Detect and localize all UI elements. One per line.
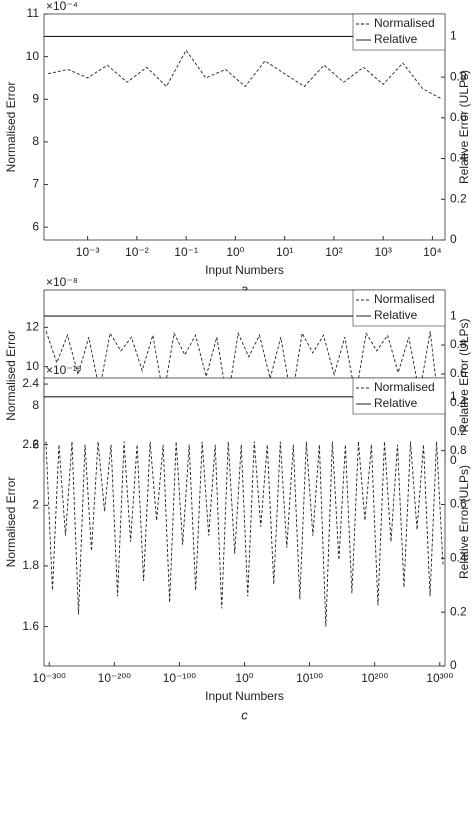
y2-axis-label: Relative Error (ULPs) — [457, 465, 471, 579]
y-tick-label: 6 — [32, 219, 39, 233]
y2-tick-label: 0.8 — [450, 69, 467, 83]
legend-label: Relative — [374, 308, 418, 322]
legend-label: Relative — [374, 396, 418, 410]
y-tick-label: 10 — [26, 49, 40, 63]
y2-tick-label: 0.8 — [450, 337, 467, 351]
y-tick-label: 11 — [27, 6, 40, 20]
y-tick-label: 8 — [32, 398, 39, 412]
x-tick-label: 10⁴ — [423, 245, 442, 259]
x-axis-label: Input Numbers — [205, 689, 284, 703]
x-tick-label: 10⁻²⁰⁰ — [98, 671, 131, 685]
x-tick-label: 10⁻¹⁰⁰ — [163, 671, 196, 685]
legend-label: Normalised — [374, 292, 435, 306]
x-tick-label: 10⁰ — [226, 245, 244, 259]
y2-tick-label: 0.2 — [450, 191, 467, 205]
caption: a — [241, 281, 248, 296]
x-tick-label: 10⁻² — [125, 245, 149, 259]
y-axis-label: Normalised Error — [4, 477, 18, 568]
series-line — [48, 49, 443, 100]
legend-box — [352, 13, 446, 51]
y-tick-label: 2.2 — [22, 437, 39, 451]
y-axis-label: Normalised Error — [4, 82, 18, 173]
y2-tick-label: 1 — [450, 29, 457, 43]
x-tick-label: 10⁰ — [235, 671, 253, 685]
y2-tick-label: 0 — [450, 232, 457, 246]
series-line — [45, 331, 442, 424]
plot-area — [43, 13, 446, 241]
legend-label: Relative — [374, 32, 418, 46]
y-tick-label: 10 — [26, 359, 40, 373]
x-tick-label: 10⁻³ — [76, 245, 100, 259]
y2-axis-label: Relative Error (ULPs) — [457, 70, 471, 184]
y2-tick-label: 0.6 — [450, 366, 467, 380]
x-tick-label: 10¹⁰⁰ — [296, 671, 323, 685]
y2-tick-label: 0.2 — [450, 424, 467, 438]
caption: c — [241, 707, 248, 722]
y2-tick-label: 0.4 — [450, 151, 467, 165]
y2-tick-label: 1 — [450, 308, 457, 322]
y-tick-label: 2.4 — [22, 376, 39, 390]
y2-tick-label: 0.2 — [450, 604, 467, 618]
y2-tick-label: 1 — [450, 389, 457, 403]
y-tick-label: 7 — [32, 177, 39, 191]
y-tick-label: 2 — [32, 497, 39, 511]
y2-tick-label: 0.4 — [450, 395, 467, 409]
series-line — [45, 441, 444, 627]
x-tick-label: 10²⁰⁰ — [361, 671, 388, 685]
x-tick-label: 10⁻³⁰⁰ — [33, 671, 66, 685]
y-multiplier: ×10⁻⁴ — [46, 0, 78, 13]
x-tick-label: 10¹ — [276, 245, 293, 259]
y2-tick-label: 0.6 — [450, 110, 467, 124]
y-multiplier: ×10⁻¹⁶ — [46, 363, 82, 377]
y2-axis-label: Relative Error (ULPs) — [457, 318, 471, 432]
legend-box — [352, 289, 446, 327]
y2-tick-label: 0 — [450, 453, 457, 467]
y2-tick-label: 0 — [450, 658, 457, 672]
legend-box — [352, 377, 446, 415]
y2-tick-label: 0.8 — [450, 443, 467, 457]
x-tick-label: 10² — [325, 245, 342, 259]
x-tick-label: 10³ — [374, 245, 391, 259]
x-tick-label: 10³⁰⁰ — [426, 671, 453, 685]
y-axis-label: Normalised Error — [4, 330, 18, 421]
y-tick-label: 6 — [32, 437, 39, 451]
y-tick-label: 12 — [26, 320, 40, 334]
y-tick-label: 1.6 — [22, 619, 39, 633]
y2-tick-label: 0.4 — [450, 551, 467, 565]
x-axis-label: Input Numbers — [205, 263, 284, 277]
x-tick-label: 10⁻¹ — [174, 245, 198, 259]
y-tick-label: 8 — [32, 134, 39, 148]
y-multiplier: ×10⁻⁸ — [46, 275, 78, 289]
y-tick-label: 9 — [32, 91, 39, 105]
y-tick-label: 1.8 — [22, 558, 39, 572]
y2-tick-label: 0.6 — [450, 497, 467, 511]
legend-label: Normalised — [374, 16, 435, 30]
legend-label: Normalised — [374, 380, 435, 394]
